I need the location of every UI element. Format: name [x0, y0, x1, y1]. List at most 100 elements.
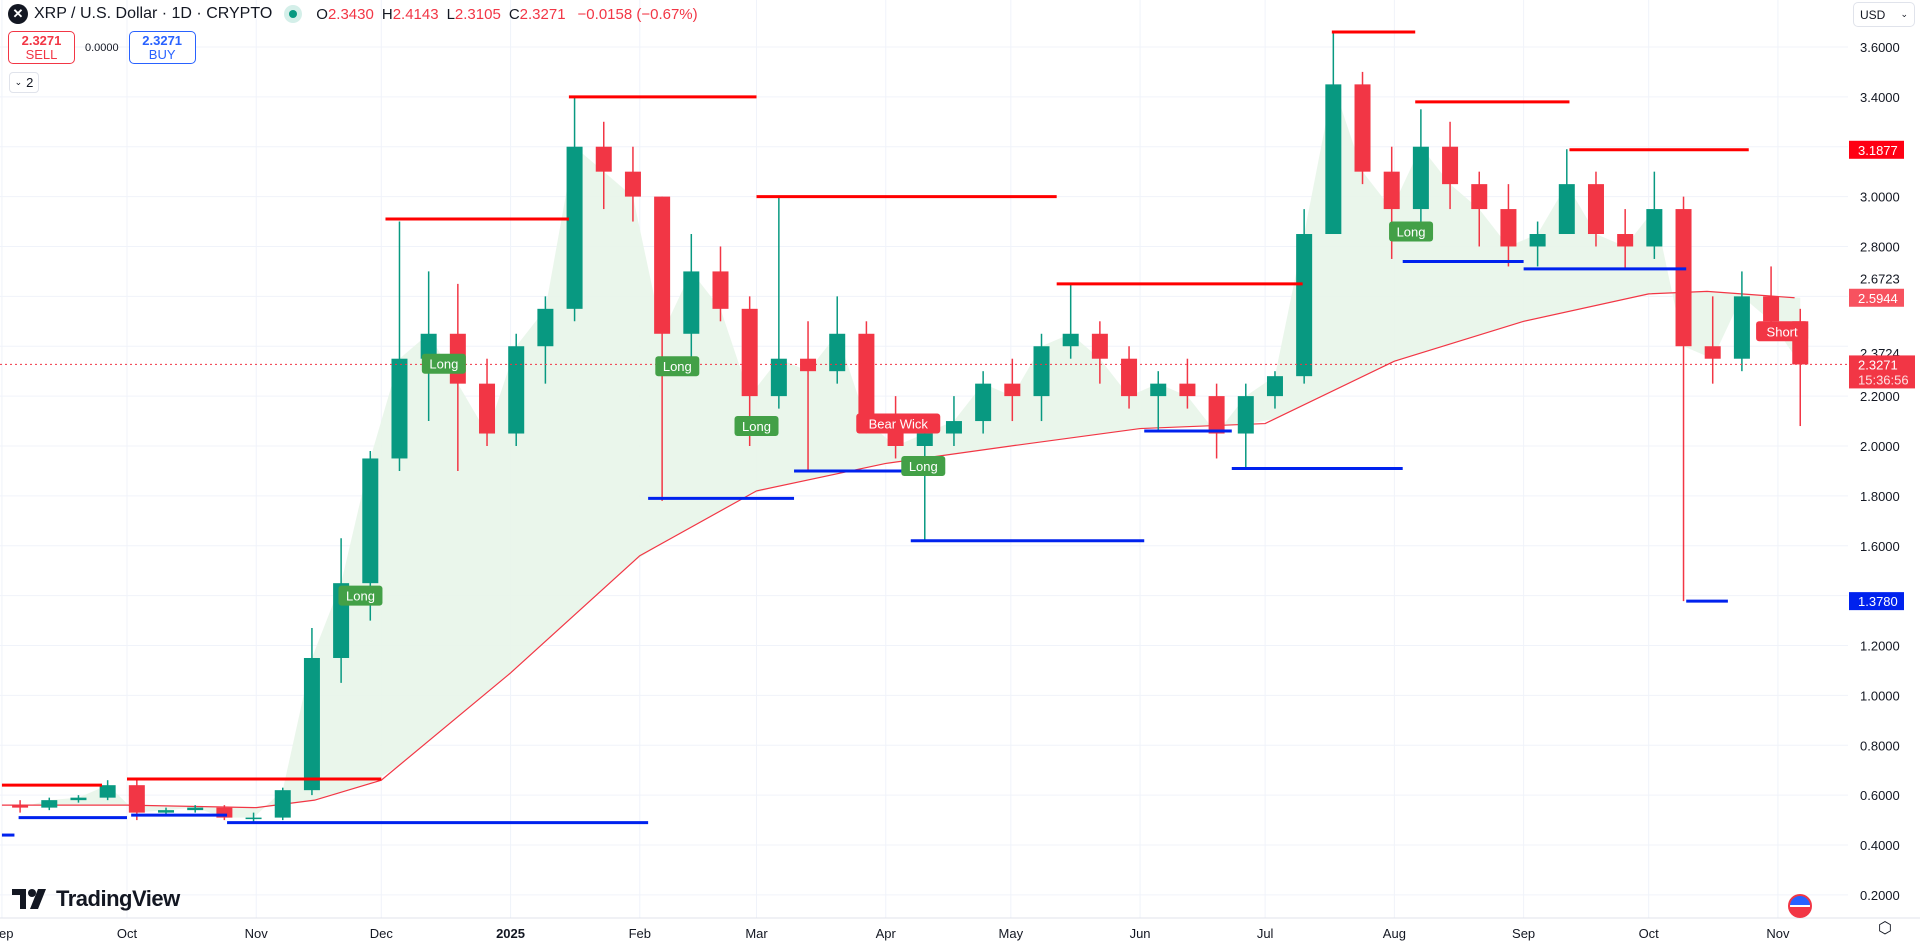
signal-bear-badge	[856, 413, 941, 434]
currency-label: USD	[1860, 7, 1886, 22]
open-label: O	[316, 5, 328, 23]
candle-body	[945, 421, 962, 434]
candle-body	[975, 383, 992, 422]
signal-long-badge	[901, 455, 946, 476]
candle-body	[654, 196, 671, 334]
candle-body	[245, 817, 262, 820]
chevron-down-icon: ⌄	[1900, 9, 1908, 19]
buy-price: 2.3271	[142, 32, 183, 48]
candle-body	[1121, 358, 1138, 397]
x-axis-label: Sep	[0, 926, 14, 941]
candle-body	[1675, 209, 1692, 347]
symbol-header: ✕ XRP / U.S. Dollar · 1D · CRYPTO O2.343…	[8, 4, 698, 24]
y-axis-label: 0.4000	[1860, 838, 1900, 853]
candle-body	[1733, 296, 1750, 359]
candle-body	[420, 333, 437, 359]
candle-body	[1412, 146, 1429, 210]
chevron-down-icon: ⌄	[14, 77, 23, 87]
candle-body	[858, 333, 875, 422]
x-axis-label: May	[999, 926, 1024, 941]
x-axis-label: Jul	[1257, 926, 1274, 941]
candle-body	[1004, 383, 1021, 397]
candle-body	[1150, 383, 1167, 397]
candle-body	[128, 785, 145, 813]
signal-long-label: Long	[1397, 225, 1426, 240]
open-value: 2.3430	[327, 5, 374, 23]
y-axis-label: 1.0000	[1860, 688, 1900, 703]
low-label: L	[446, 5, 455, 23]
last-price-badge	[1849, 355, 1915, 389]
brand-name: TradingView	[56, 886, 180, 911]
candle-body	[508, 346, 525, 434]
y-axis-label: 2.2000	[1860, 389, 1900, 404]
y-axis-label: 3.0000	[1860, 190, 1900, 205]
price-label-ma: 2.5944	[1858, 291, 1898, 306]
buy-button[interactable]: 2.3271 BUY	[128, 31, 196, 64]
candle-body	[1646, 209, 1663, 247]
candle-body	[1033, 346, 1050, 397]
x-axis-label: Oct	[1639, 926, 1660, 941]
trend-fill-area	[20, 84, 1801, 818]
signal-long-label: Long	[663, 359, 692, 374]
xrp-logo-icon: ✕	[8, 4, 28, 24]
close-label: C	[508, 5, 520, 23]
x-axis-label: Oct	[117, 926, 138, 941]
indicator-count: 2	[26, 75, 34, 90]
candle-body	[741, 308, 758, 397]
candle-body	[187, 807, 204, 811]
price-label-resistance: 3.1877	[1858, 143, 1898, 158]
candle-body	[624, 171, 641, 197]
y-axis-label: 2.8000	[1860, 239, 1900, 254]
x-axis-label: Feb	[629, 926, 651, 941]
candle-body	[829, 333, 846, 372]
x-axis-label: Mar	[745, 926, 768, 941]
candle-body	[1208, 396, 1225, 434]
y-axis-label: 1.8000	[1860, 489, 1900, 504]
candle-body	[158, 810, 175, 813]
candle-body	[1296, 234, 1313, 377]
candle-body	[800, 358, 817, 372]
candle-body	[1763, 296, 1780, 322]
low-value: 2.3105	[454, 5, 501, 23]
signal-long-badge	[421, 353, 466, 374]
sell-price: 2.3271	[21, 32, 62, 48]
candle-body	[1558, 184, 1575, 235]
indicators-toggle-button[interactable]: ⌄ 2	[9, 72, 39, 93]
y-axis-label: 0.6000	[1860, 788, 1900, 803]
sell-button[interactable]: 2.3271 SELL	[8, 31, 75, 64]
candle-body	[1062, 333, 1079, 347]
currency-dropdown[interactable]: USD ⌄	[1853, 2, 1915, 27]
x-axis-label: Nov	[245, 926, 269, 941]
candle-body	[1091, 333, 1108, 359]
candle-body	[1442, 146, 1459, 185]
candle-body	[274, 790, 291, 818]
candle-body	[595, 146, 612, 172]
tradingview-logo[interactable]: TradingView	[12, 886, 180, 912]
y-axis-label: 3.6000	[1860, 40, 1900, 55]
ohlc-values: O2.3430 H2.4143 L2.3105 C2.3271	[316, 6, 565, 23]
candle-body	[479, 383, 496, 434]
candle-body	[1500, 209, 1517, 247]
symbol-title[interactable]: XRP / U.S. Dollar · 1D · CRYPTO	[34, 5, 273, 22]
price-label-support: 1.3780	[1858, 594, 1898, 609]
candle-body	[770, 358, 787, 397]
candle-body	[712, 271, 729, 309]
candle-body	[362, 458, 379, 584]
price-level-label: 2.6723	[1860, 271, 1900, 286]
signal-long-badge	[1389, 221, 1434, 242]
settings-icon[interactable]: ⬡	[1878, 920, 1892, 937]
candle-body	[70, 797, 87, 801]
candle-body	[566, 146, 583, 309]
economic-event-icon[interactable]	[1788, 894, 1812, 918]
tradingview-logo-icon	[12, 889, 46, 909]
candle-countdown: 15:36:56	[1858, 372, 1909, 387]
x-axis-label: Apr	[876, 926, 897, 941]
candle-body	[1325, 84, 1342, 235]
x-axis-label: Sep	[1512, 926, 1535, 941]
candle-body	[1383, 171, 1400, 210]
trade-panel: 2.3271 SELL 0.0000 2.3271 BUY	[8, 31, 196, 64]
sell-label: SELL	[25, 46, 58, 62]
high-label: H	[381, 5, 393, 23]
signal-long-badge	[338, 585, 383, 606]
